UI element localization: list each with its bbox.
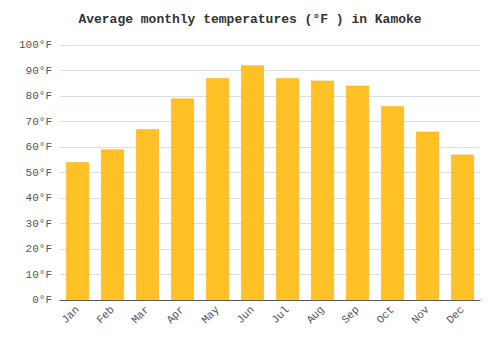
svg-text:100°F: 100°F bbox=[19, 39, 52, 51]
svg-text:90°F: 90°F bbox=[26, 65, 52, 77]
svg-text:Oct: Oct bbox=[374, 304, 396, 326]
svg-text:Dec: Dec bbox=[444, 304, 466, 326]
svg-text:Jun: Jun bbox=[234, 304, 256, 326]
svg-text:Feb: Feb bbox=[94, 304, 116, 326]
svg-text:60°F: 60°F bbox=[26, 141, 52, 153]
svg-text:80°F: 80°F bbox=[26, 90, 52, 102]
svg-text:Jan: Jan bbox=[59, 304, 81, 326]
svg-text:50°F: 50°F bbox=[26, 167, 52, 179]
svg-text:Mar: Mar bbox=[129, 304, 151, 326]
svg-text:Aug: Aug bbox=[304, 304, 326, 326]
svg-text:May: May bbox=[199, 303, 222, 326]
svg-text:Apr: Apr bbox=[164, 304, 186, 326]
svg-text:Nov: Nov bbox=[409, 303, 432, 326]
svg-text:Jul: Jul bbox=[269, 304, 291, 326]
svg-text:10°F: 10°F bbox=[26, 269, 52, 281]
svg-text:Average monthly temperatures (: Average monthly temperatures (°F ) in Ka… bbox=[78, 12, 421, 27]
svg-text:0°F: 0°F bbox=[32, 294, 52, 306]
svg-text:70°F: 70°F bbox=[26, 116, 52, 128]
svg-text:Sep: Sep bbox=[339, 304, 361, 326]
svg-text:30°F: 30°F bbox=[26, 218, 52, 230]
svg-text:40°F: 40°F bbox=[26, 192, 52, 204]
svg-text:20°F: 20°F bbox=[26, 243, 52, 255]
